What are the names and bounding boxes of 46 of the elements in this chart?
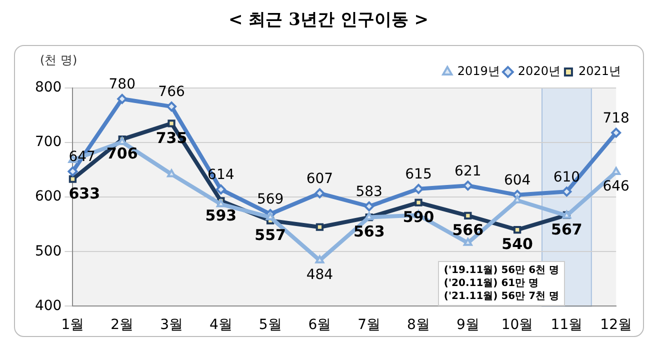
x-tick-label: 7월 (358, 317, 381, 334)
data-label: 706 (106, 144, 138, 163)
annotation: ('21.11월) 56만 7천 명 (444, 290, 560, 304)
x-tick-label: 5월 (258, 317, 282, 334)
data-label: 604 (504, 172, 531, 189)
data-label: 540 (502, 235, 533, 254)
data-label: 590 (402, 208, 434, 226)
y-tick-label: 500 (34, 243, 62, 260)
x-tick-label: 6월 (308, 317, 332, 334)
annotation: ('19.11월) 56만 6천 명 (444, 264, 560, 278)
legend-label: 2021년 (578, 64, 622, 78)
legend-label: 2020년 (518, 64, 560, 78)
data-label: 593 (205, 206, 237, 224)
data-label: 567 (551, 220, 582, 238)
x-tick-label: 10월 (501, 317, 534, 334)
data-label: 766 (158, 84, 185, 100)
x-tick-label: 9월 (456, 317, 480, 334)
data-label: 563 (353, 222, 385, 241)
data-label: 633 (68, 184, 100, 202)
y-tick-label: 800 (34, 80, 62, 96)
data-label: 646 (602, 178, 630, 195)
x-tick-label: 3월 (160, 317, 183, 334)
x-tick-label: 11월 (550, 317, 583, 334)
y-axis-title: (천 명) (40, 52, 78, 69)
y-tick-label: 600 (34, 188, 62, 205)
x-tick-label: 1월 (61, 317, 84, 334)
x-tick-label: 8월 (407, 317, 430, 334)
y-tick-label: 400 (34, 298, 62, 314)
data-label: 566 (452, 221, 484, 240)
data-label: 557 (254, 226, 286, 244)
data-label: 607 (306, 170, 334, 187)
data-label: 780 (108, 76, 136, 93)
x-tick-label: 4월 (209, 317, 232, 334)
data-label: 615 (405, 166, 432, 183)
annotation: ('20.11월) 61만 명 (444, 277, 540, 290)
legend-label: 2019년 (457, 64, 500, 78)
y-tick-label: 700 (34, 134, 62, 150)
data-label: 647 (68, 149, 96, 166)
data-label: 621 (454, 163, 482, 180)
data-label: 583 (356, 184, 382, 200)
data-label: 718 (602, 110, 630, 126)
x-tick-label: 2월 (110, 317, 134, 334)
data-label: 484 (306, 267, 334, 284)
data-label: 569 (256, 192, 284, 208)
chart-title: < 최근 3년간 인구이동 > (228, 9, 430, 31)
x-tick-label: 12월 (600, 317, 632, 334)
